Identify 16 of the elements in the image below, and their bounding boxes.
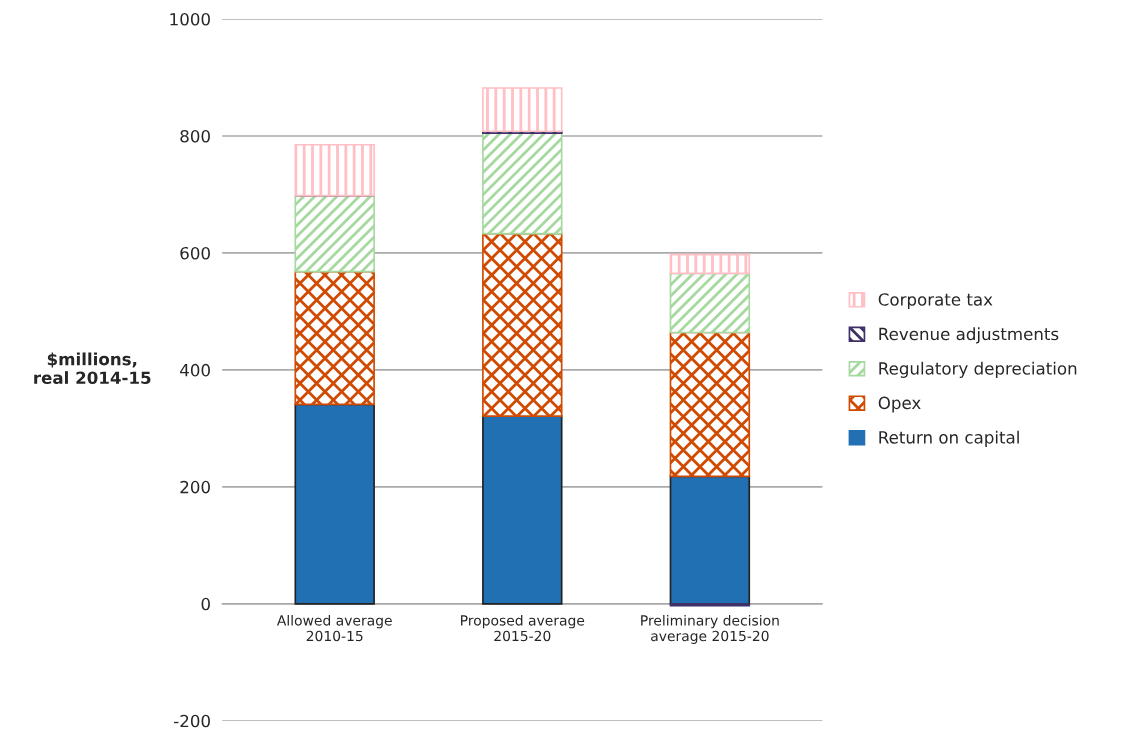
y-tick-label: 800 [180,129,210,143]
y-tick-label: 0 [201,597,210,611]
x-tick-label: Proposed average 2015-20 [461,614,585,642]
y-tick-label: 200 [180,480,210,494]
legend-label: Opex [878,396,921,413]
legend-label: Return on capital [879,430,1019,447]
legend-label: Regulatory depreciation [879,361,1077,378]
y-tick-label: 1000 [170,12,210,26]
legend-label: Corporate tax [878,293,993,310]
y-tick-label: 400 [180,363,210,377]
x-tick-label: Allowed average 2010-15 [276,614,392,642]
y-tick-label: -200 [174,714,210,728]
legend-label: Revenue adjustments [879,327,1059,344]
y-tick-label: 600 [180,246,210,260]
x-tick-label: Preliminary decision average 2015-20 [641,614,779,644]
y-axis-title: $millions, real 2014-15 [34,352,151,385]
